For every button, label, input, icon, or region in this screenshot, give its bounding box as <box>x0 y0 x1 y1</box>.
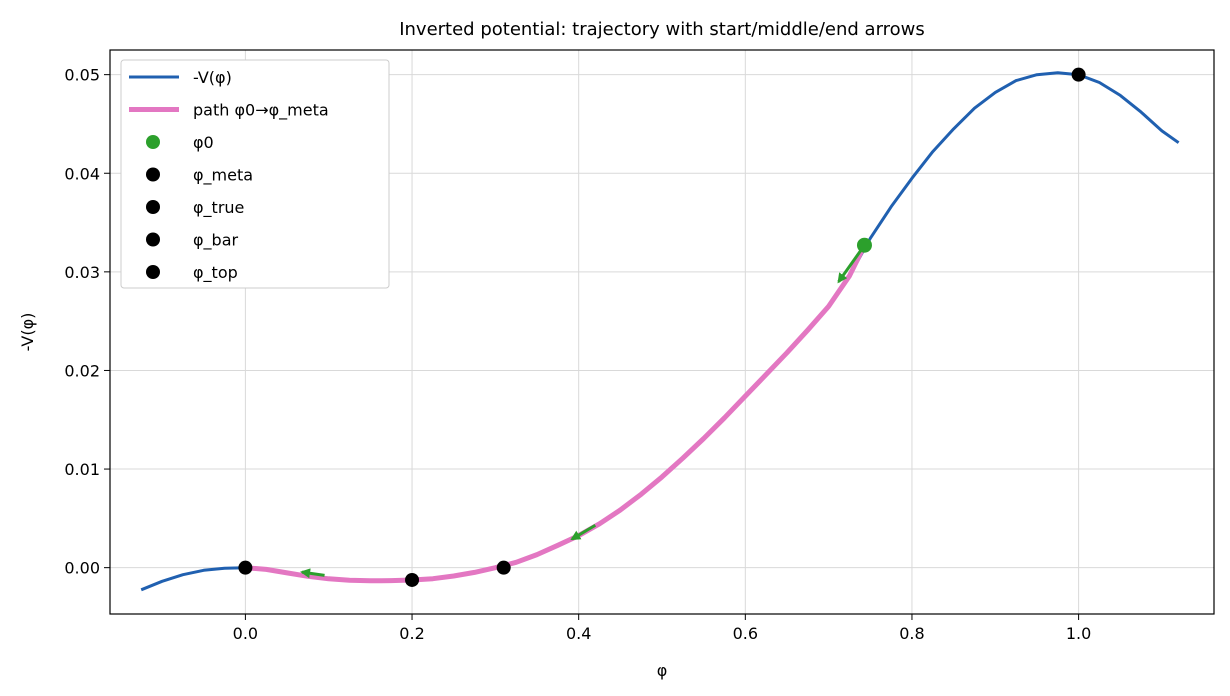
legend: -V(φ) path φ0→φ_meta φ0 φ_meta φ_true φ_bar φ_… <box>120 59 390 289</box>
legend-box <box>120 59 390 289</box>
legend-label: φ_meta <box>193 166 253 186</box>
x-tick-label: 0.0 <box>233 624 258 643</box>
y-tick-label: 0.01 <box>64 460 100 479</box>
marker-point <box>496 560 511 575</box>
marker-point <box>1071 67 1086 82</box>
y-axis-ticks: 0.00 0.01 0.02 0.03 0.04 0.05 <box>64 66 110 578</box>
legend-label: φ_true <box>193 198 244 218</box>
y-tick-label: 0.03 <box>64 263 100 282</box>
x-tick-label: 0.8 <box>899 624 924 643</box>
chart-title: Inverted potential: trajectory with star… <box>399 19 925 40</box>
y-tick-label: 0.04 <box>64 164 100 183</box>
x-tick-label: 1.0 <box>1066 624 1091 643</box>
x-axis-ticks: 0.0 0.2 0.4 0.6 0.8 1.0 <box>233 614 1091 643</box>
legend-swatch-marker <box>146 167 160 182</box>
direction-arrow <box>300 568 325 579</box>
legend-label: -V(φ) <box>193 68 232 87</box>
x-tick-label: 0.6 <box>733 624 758 643</box>
x-tick-label: 0.2 <box>399 624 424 643</box>
direction-arrow <box>570 523 597 541</box>
marker-point <box>856 237 872 253</box>
y-tick-label: 0.00 <box>64 559 100 578</box>
point-markers <box>238 67 1086 587</box>
legend-swatch-marker <box>146 232 160 247</box>
plot-series <box>140 71 1180 592</box>
marker-point <box>405 572 420 587</box>
legend-label: φ_top <box>193 263 238 283</box>
y-tick-label: 0.05 <box>64 66 100 85</box>
direction-arrows <box>300 244 866 579</box>
legend-label: path φ0→φ_meta <box>193 101 329 121</box>
x-axis-label: φ <box>657 661 668 680</box>
legend-swatch-marker <box>146 200 160 214</box>
x-tick-label: 0.4 <box>566 624 591 643</box>
y-axis-label: -V(φ) <box>18 313 37 352</box>
y-tick-label: 0.02 <box>64 361 100 380</box>
plot-frame <box>109 49 1215 615</box>
legend-swatch-marker <box>146 135 160 149</box>
marker-point <box>238 560 253 575</box>
legend-swatch-marker <box>146 265 160 279</box>
series-path-line <box>242 242 867 584</box>
legend-label: φ0 <box>193 133 214 152</box>
legend-label: φ_bar <box>193 231 239 251</box>
